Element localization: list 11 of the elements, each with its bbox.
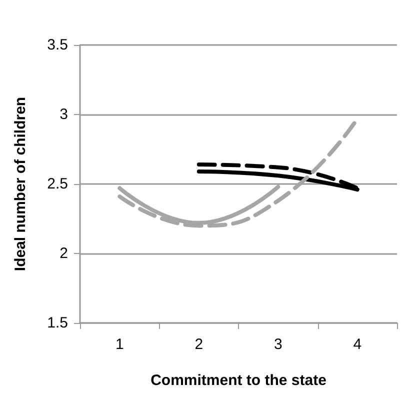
y-tick-label: 2.5	[47, 176, 68, 192]
x-axis-title: Commitment to the state	[150, 372, 326, 389]
y-tick-label: 2	[60, 245, 68, 262]
x-tick-label: 1	[115, 336, 124, 353]
x-tick-label: 4	[353, 336, 362, 353]
y-tick-label: 3	[60, 106, 68, 123]
y-tick-label: 3.5	[47, 36, 68, 54]
x-tick-label: 2	[194, 336, 204, 353]
y-tick-label: 1.5	[47, 314, 68, 332]
x-tick-label: 3	[274, 336, 282, 353]
y-axis-title: Ideal number of children	[12, 96, 29, 272]
